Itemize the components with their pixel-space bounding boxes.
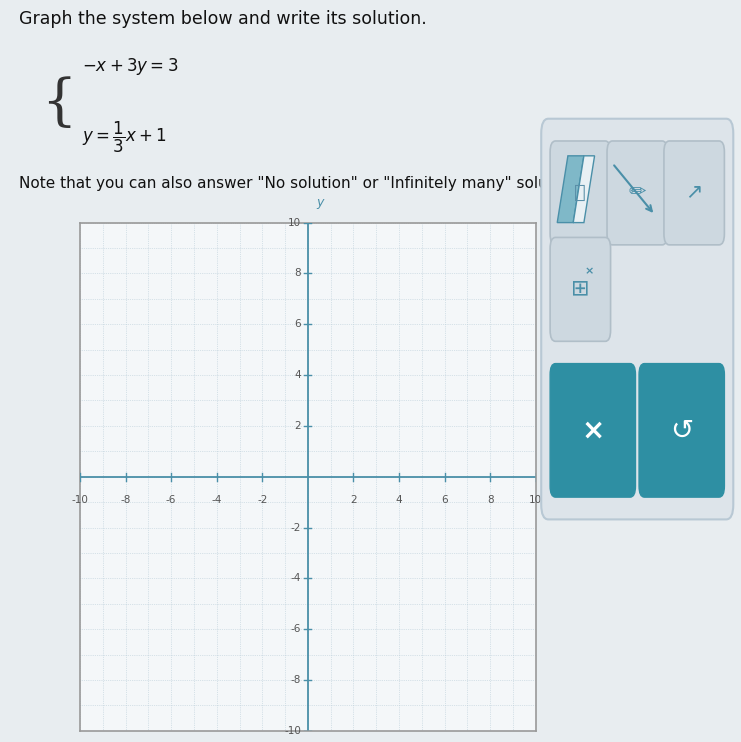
- Text: $-x+3y=3$: $-x+3y=3$: [82, 56, 178, 77]
- Text: x: x: [554, 460, 562, 473]
- FancyBboxPatch shape: [607, 141, 668, 245]
- Text: 4: 4: [294, 370, 301, 380]
- Text: 8: 8: [294, 269, 301, 278]
- FancyBboxPatch shape: [639, 364, 725, 497]
- Text: -4: -4: [290, 574, 301, 583]
- Text: -8: -8: [290, 675, 301, 685]
- Polygon shape: [574, 156, 594, 223]
- Text: -8: -8: [120, 494, 131, 505]
- Text: -6: -6: [166, 494, 176, 505]
- Text: {: {: [41, 76, 76, 131]
- Text: ×: ×: [581, 416, 605, 444]
- Text: 10: 10: [288, 217, 301, 228]
- Text: ✏: ✏: [628, 181, 646, 201]
- Text: Graph the system below and write its solution.: Graph the system below and write its sol…: [19, 10, 426, 28]
- Text: y: y: [316, 196, 323, 209]
- Text: ×: ×: [585, 266, 594, 276]
- FancyBboxPatch shape: [541, 119, 734, 519]
- Text: 10: 10: [529, 494, 542, 505]
- Text: Note that you can also answer "No solution" or "Infinitely many" solutions.: Note that you can also answer "No soluti…: [19, 177, 589, 191]
- Text: -10: -10: [285, 726, 301, 736]
- Text: 2: 2: [294, 421, 301, 431]
- Text: 6: 6: [294, 319, 301, 329]
- Text: -2: -2: [257, 494, 268, 505]
- Text: -10: -10: [72, 494, 88, 505]
- FancyBboxPatch shape: [550, 237, 611, 341]
- Text: ↗: ↗: [685, 181, 703, 201]
- Text: 4: 4: [396, 494, 402, 505]
- Text: 2: 2: [350, 494, 356, 505]
- Text: -6: -6: [290, 624, 301, 634]
- Text: ⊞: ⊞: [571, 280, 590, 299]
- FancyBboxPatch shape: [550, 364, 636, 497]
- Text: 8: 8: [487, 494, 494, 505]
- Text: ↺: ↺: [670, 416, 694, 444]
- Text: -4: -4: [211, 494, 222, 505]
- FancyBboxPatch shape: [664, 141, 725, 245]
- Text: 6: 6: [442, 494, 448, 505]
- Text: $y=\dfrac{1}{3}x+1$: $y=\dfrac{1}{3}x+1$: [82, 120, 166, 155]
- Text: -2: -2: [290, 522, 301, 533]
- FancyBboxPatch shape: [550, 141, 611, 245]
- Polygon shape: [557, 156, 584, 223]
- Text: ⬜: ⬜: [574, 183, 586, 203]
